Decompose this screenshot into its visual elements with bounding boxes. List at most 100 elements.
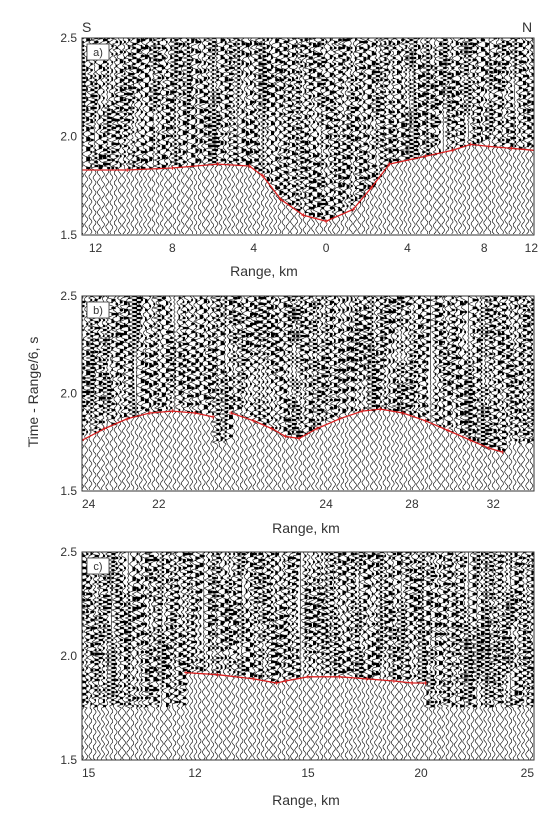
pick-mark (486, 144, 491, 149)
pick-mark (211, 414, 216, 419)
pick-mark (82, 438, 84, 443)
panel-2: b) 2.5 2.0 1.5 24 22 24 28 32 Range, km (60, 289, 535, 536)
pick-mark (301, 213, 306, 218)
pick-mark (306, 674, 310, 679)
panel-3: c) 2.5 2.0 1.5 15 12 15 20 25 Range, km (60, 545, 535, 808)
pick-mark (269, 426, 274, 431)
pick-mark (247, 164, 252, 169)
y-tick-label: 2.0 (60, 387, 77, 401)
panel-label-box (86, 43, 110, 61)
pick-mark (315, 426, 320, 431)
pick-mark (351, 207, 356, 212)
pick-mark (500, 450, 505, 454)
pick-mark (274, 681, 279, 686)
panel-label: b) (93, 305, 103, 317)
x-tick-label: 22 (152, 497, 166, 511)
y-axis-label: Time - Range/6, s (25, 337, 41, 448)
pick-mark (387, 162, 392, 167)
pick-mark (215, 162, 220, 167)
panel-frame (81, 295, 535, 492)
pick-mark (82, 167, 84, 172)
panel-1: a) 2.5 2.0 1.5 12 8 4 0 4 8 12 Range, km S N (60, 19, 539, 279)
pick-line (82, 143, 534, 222)
pick-mark (170, 409, 175, 414)
trace-area (82, 552, 534, 760)
y-tick-label: 2.5 (60, 289, 77, 303)
pick-mark (337, 416, 342, 421)
pick-mark (364, 676, 369, 681)
pick-mark (450, 148, 455, 153)
panel-label-box (86, 557, 110, 575)
y-tick-label: 2.0 (60, 130, 77, 144)
x-tick-label: 12 (525, 241, 539, 255)
x-tick-label: 28 (405, 497, 419, 511)
y-tick-label: 2.5 (60, 31, 77, 45)
pick-mark (400, 411, 405, 415)
x-tick-label: 20 (414, 766, 428, 780)
y-tick-label: 1.5 (60, 228, 77, 242)
x-tick-label: 4 (250, 241, 257, 255)
pick-mark (391, 678, 396, 683)
y-tick-label: 1.5 (60, 753, 77, 767)
pick-mark (486, 446, 491, 451)
pick-mark (423, 681, 428, 686)
y-tick-label: 1.5 (60, 484, 77, 498)
pick-mark (532, 148, 534, 153)
x-tick-label: 0 (323, 241, 330, 255)
x-tick-label: 24 (82, 497, 96, 511)
x-tick-label: 12 (188, 766, 202, 780)
x-axis-label: Range, km (272, 792, 340, 808)
pick-mark (468, 142, 473, 147)
panel-frame (81, 551, 535, 761)
pick-mark (183, 670, 188, 675)
x-tick-label: 8 (169, 241, 176, 255)
pick-mark (251, 676, 256, 681)
panel-label: c) (93, 561, 102, 573)
pick-mark (147, 411, 152, 415)
pick-mark (283, 678, 288, 683)
x-axis-label: Range, km (230, 263, 298, 279)
x-tick-label: 25 (521, 766, 535, 780)
x-tick-label: 15 (301, 766, 315, 780)
y-tick-label: 2.0 (60, 649, 77, 663)
x-tick-label: 12 (89, 241, 103, 255)
corner-label-left: S (82, 19, 91, 35)
corner-label-right: N (522, 19, 532, 35)
pick-mark (337, 674, 342, 679)
panel-label: a) (93, 47, 103, 59)
pick-mark (296, 436, 301, 441)
pick-mark (378, 407, 383, 412)
pick-mark (251, 418, 256, 423)
pick-mark (170, 166, 175, 171)
x-tick-label: 32 (487, 497, 501, 511)
pick-mark (360, 409, 365, 414)
pick-mark (446, 428, 451, 433)
pick-mark (324, 219, 329, 224)
pick-mark (409, 681, 414, 686)
pick-mark (229, 411, 234, 415)
panel-frame (81, 37, 535, 236)
pick-mark (509, 146, 514, 151)
y-tick-label: 2.5 (60, 545, 77, 559)
pick-mark (102, 426, 107, 431)
x-tick-label: 8 (481, 241, 488, 255)
pick-mark (468, 438, 473, 443)
pick-mark (423, 418, 428, 423)
trace-area (82, 296, 534, 491)
pick-mark (283, 434, 288, 439)
panel-label-box (86, 301, 110, 319)
pick-mark (215, 672, 220, 677)
trace-area (82, 38, 534, 235)
pick-mark (278, 197, 283, 202)
x-tick-label: 15 (82, 766, 96, 780)
x-axis-label: Range, km (272, 520, 340, 536)
x-tick-label: 4 (404, 241, 411, 255)
pick-mark (125, 416, 130, 421)
x-tick-label: 24 (319, 497, 333, 511)
pick-mark (260, 173, 265, 178)
pick-mark (369, 185, 374, 190)
pick-mark (125, 167, 130, 172)
pick-mark (193, 411, 197, 415)
pick-mark (423, 154, 428, 159)
